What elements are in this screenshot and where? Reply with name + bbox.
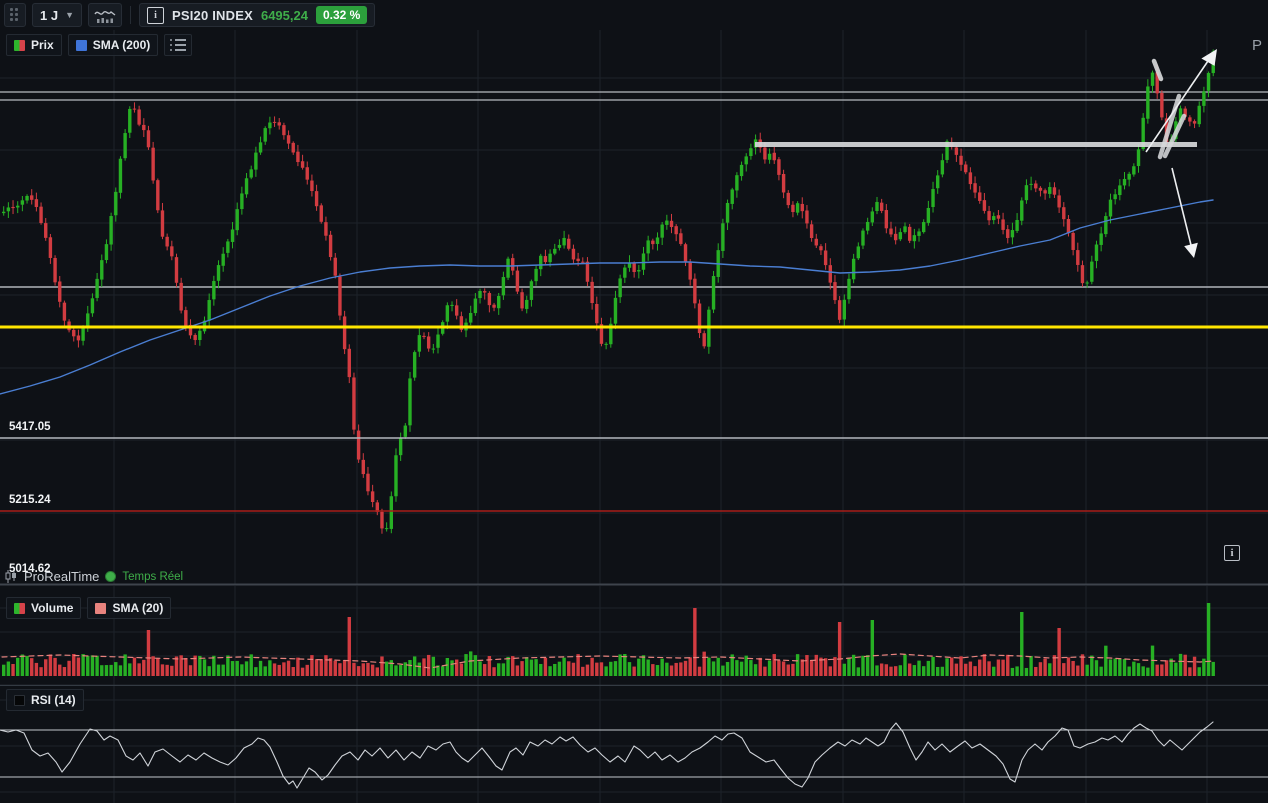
legend-item-sma20[interactable]: SMA (20) (87, 597, 172, 619)
info-icon[interactable]: i (147, 6, 164, 24)
legend-item-rsi[interactable]: RSI (14) (6, 689, 84, 711)
clipped-right-label: P (1252, 37, 1263, 54)
volume-swatch-icon (14, 602, 25, 614)
drag-handle-button[interactable] (4, 3, 26, 27)
sma20-label: SMA (20) (112, 601, 164, 615)
indicator-list-button[interactable] (164, 34, 193, 56)
price-chart-canvas[interactable]: 5417.05 5215.24 5014.62 (0, 30, 1268, 586)
chart-info-button[interactable]: i (1224, 545, 1240, 561)
brand-name: ProRealTime (24, 569, 100, 584)
volume-legend: Volume SMA (20) (6, 597, 172, 619)
sma20-swatch-icon (95, 602, 107, 614)
volume-chart-canvas[interactable] (0, 586, 1268, 686)
svg-text:5014.62: 5014.62 (9, 563, 51, 575)
last-price: 6495,24 (260, 7, 308, 23)
sma200-swatch-icon (75, 39, 87, 51)
chevron-down-icon: ▼ (65, 10, 74, 20)
platform-watermark: ProRealTime Temps Réel (4, 569, 183, 584)
realtime-dot-icon (105, 571, 117, 582)
volume-label: Volume (31, 601, 74, 615)
chart-type-button[interactable] (88, 3, 122, 27)
prix-label: Prix (31, 38, 54, 52)
instrument-name: PSI20 INDEX (172, 7, 253, 23)
legend-item-prix[interactable]: Prix (6, 34, 62, 56)
timeframe-label: 1 J (40, 7, 59, 23)
price-legend: Prix SMA (200) (6, 34, 193, 56)
sma200-label: SMA (200) (92, 38, 151, 52)
rsi-legend: RSI (14) (6, 689, 84, 711)
svg-text:5215.24: 5215.24 (9, 494, 51, 506)
instrument-chip[interactable]: i PSI20 INDEX 6495,24 0.32 % (139, 3, 376, 27)
timeframe-dropdown[interactable]: 1 J ▼ (32, 3, 82, 27)
chart-type-icon (94, 10, 116, 23)
realtime-label: Temps Réel (122, 570, 184, 583)
drag-dots-icon (10, 8, 20, 22)
rsi-chart-canvas[interactable] (0, 686, 1268, 803)
change-badge: 0.32 % (315, 6, 368, 24)
svg-text:5417.05: 5417.05 (9, 421, 51, 433)
legend-item-sma200[interactable]: SMA (200) (67, 34, 159, 56)
chart-toolbar: 1 J ▼ i PSI20 INDEX 6495,24 0.32 % (0, 0, 1268, 30)
mini-candles-icon (5, 570, 16, 583)
legend-item-volume[interactable]: Volume (6, 597, 82, 619)
rsi-label: RSI (14) (31, 693, 76, 707)
rsi-swatch-icon (14, 694, 25, 706)
toolbar-separator (130, 6, 131, 24)
candles-swatch-icon (14, 39, 25, 51)
list-icon (170, 39, 187, 51)
